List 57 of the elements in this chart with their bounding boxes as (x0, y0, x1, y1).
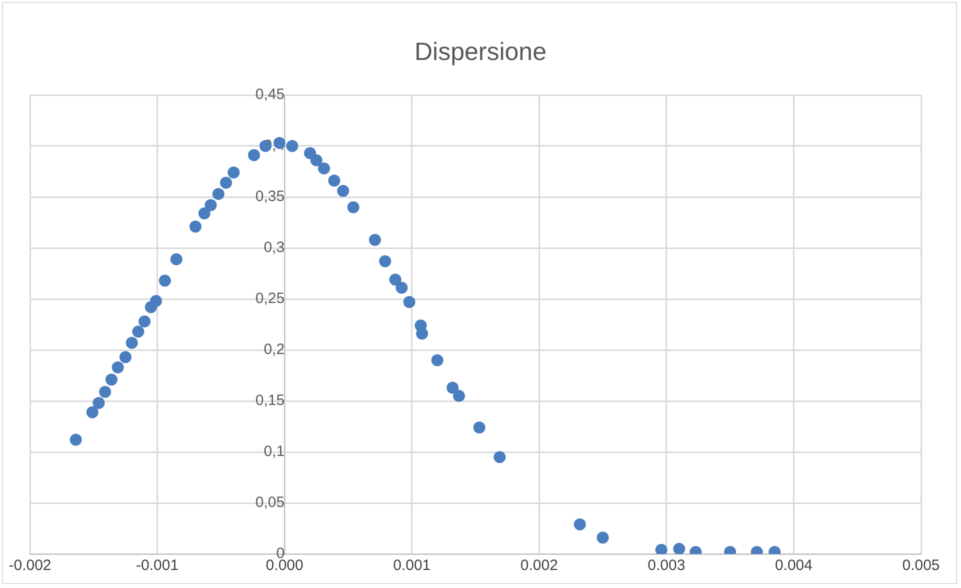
point (112, 361, 124, 374)
point (337, 184, 350, 197)
point (379, 255, 392, 268)
x-tick-label: -0.001 (136, 557, 179, 574)
point (86, 406, 98, 418)
point (347, 201, 360, 214)
point (99, 386, 112, 398)
point (198, 207, 210, 220)
x-tick-label: 0.004 (774, 557, 812, 574)
x-tick-label: 0.003 (648, 557, 686, 574)
point (389, 274, 402, 286)
point (310, 154, 322, 166)
point (431, 354, 444, 366)
point (204, 199, 217, 212)
chart-title: Dispersione (413, 38, 548, 67)
y-tick-label: 0,25 (255, 290, 285, 308)
y-tick-label: 0,45 (255, 86, 285, 104)
point (138, 315, 151, 328)
point (212, 188, 224, 200)
point (119, 351, 132, 364)
point (596, 532, 609, 544)
x-tick-label: 0.002 (520, 557, 558, 574)
point (189, 220, 202, 233)
y-tick-label: 0,05 (255, 494, 285, 512)
point (92, 397, 105, 410)
point (132, 326, 144, 338)
point (105, 374, 118, 386)
point (494, 451, 506, 464)
y-tick-label: 0,15 (255, 392, 285, 410)
point (446, 382, 459, 394)
point (473, 422, 486, 434)
point (170, 253, 182, 266)
point (452, 390, 465, 402)
point (228, 166, 240, 179)
point (150, 295, 162, 308)
x-tick-label: -0.002 (8, 557, 52, 574)
point (70, 434, 82, 446)
point (126, 336, 138, 349)
point (403, 296, 416, 308)
point (416, 328, 428, 340)
point (286, 140, 298, 152)
point (318, 162, 330, 174)
point (158, 274, 171, 287)
point (655, 544, 668, 554)
y-tick-label: 0,2 (264, 341, 285, 358)
point (673, 542, 686, 554)
point (574, 518, 586, 530)
point (396, 282, 408, 294)
x-tick-label: 0.005 (902, 557, 940, 574)
point (220, 176, 232, 189)
point (248, 149, 260, 162)
point (368, 234, 381, 246)
y-tick-label: 0,3 (264, 239, 285, 256)
x-tick-label: 0.001 (393, 557, 431, 574)
y-tick-label: 0,35 (255, 188, 285, 206)
point (328, 174, 340, 187)
y-tick-label: 0,1 (264, 443, 285, 460)
